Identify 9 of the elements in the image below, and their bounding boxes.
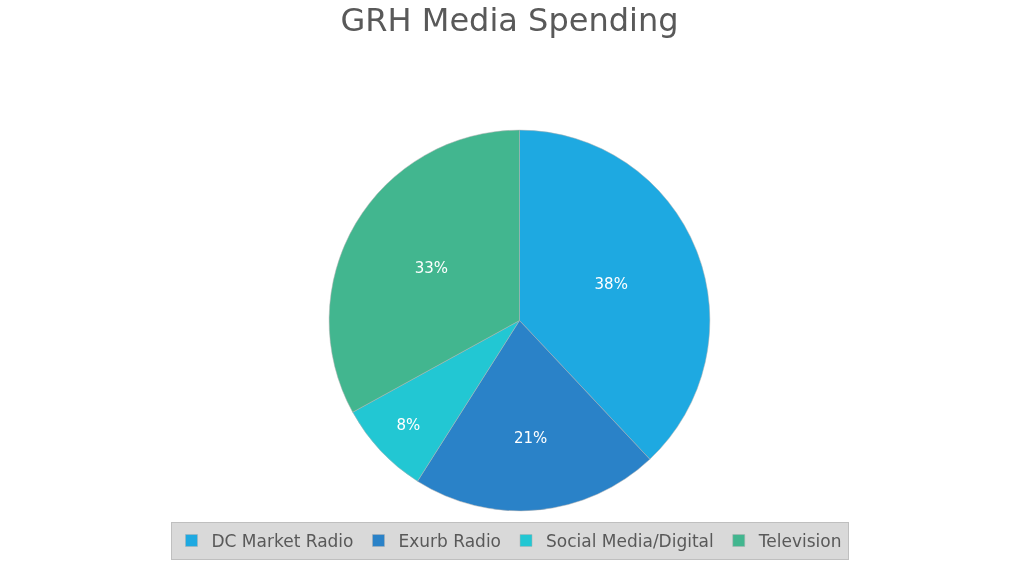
legend-label: DC Market Radio [211,531,354,552]
data-label: 21% [513,429,548,448]
data-label: 38% [594,275,628,294]
data-label: 8% [396,415,421,434]
legend-label: Social Media/Digital [546,531,714,552]
legend-label: Television [757,531,842,552]
chart-title: GRH Media Spending [340,1,679,40]
data-label: 33% [414,259,449,278]
legend-label: Exurb Radio [398,531,502,552]
